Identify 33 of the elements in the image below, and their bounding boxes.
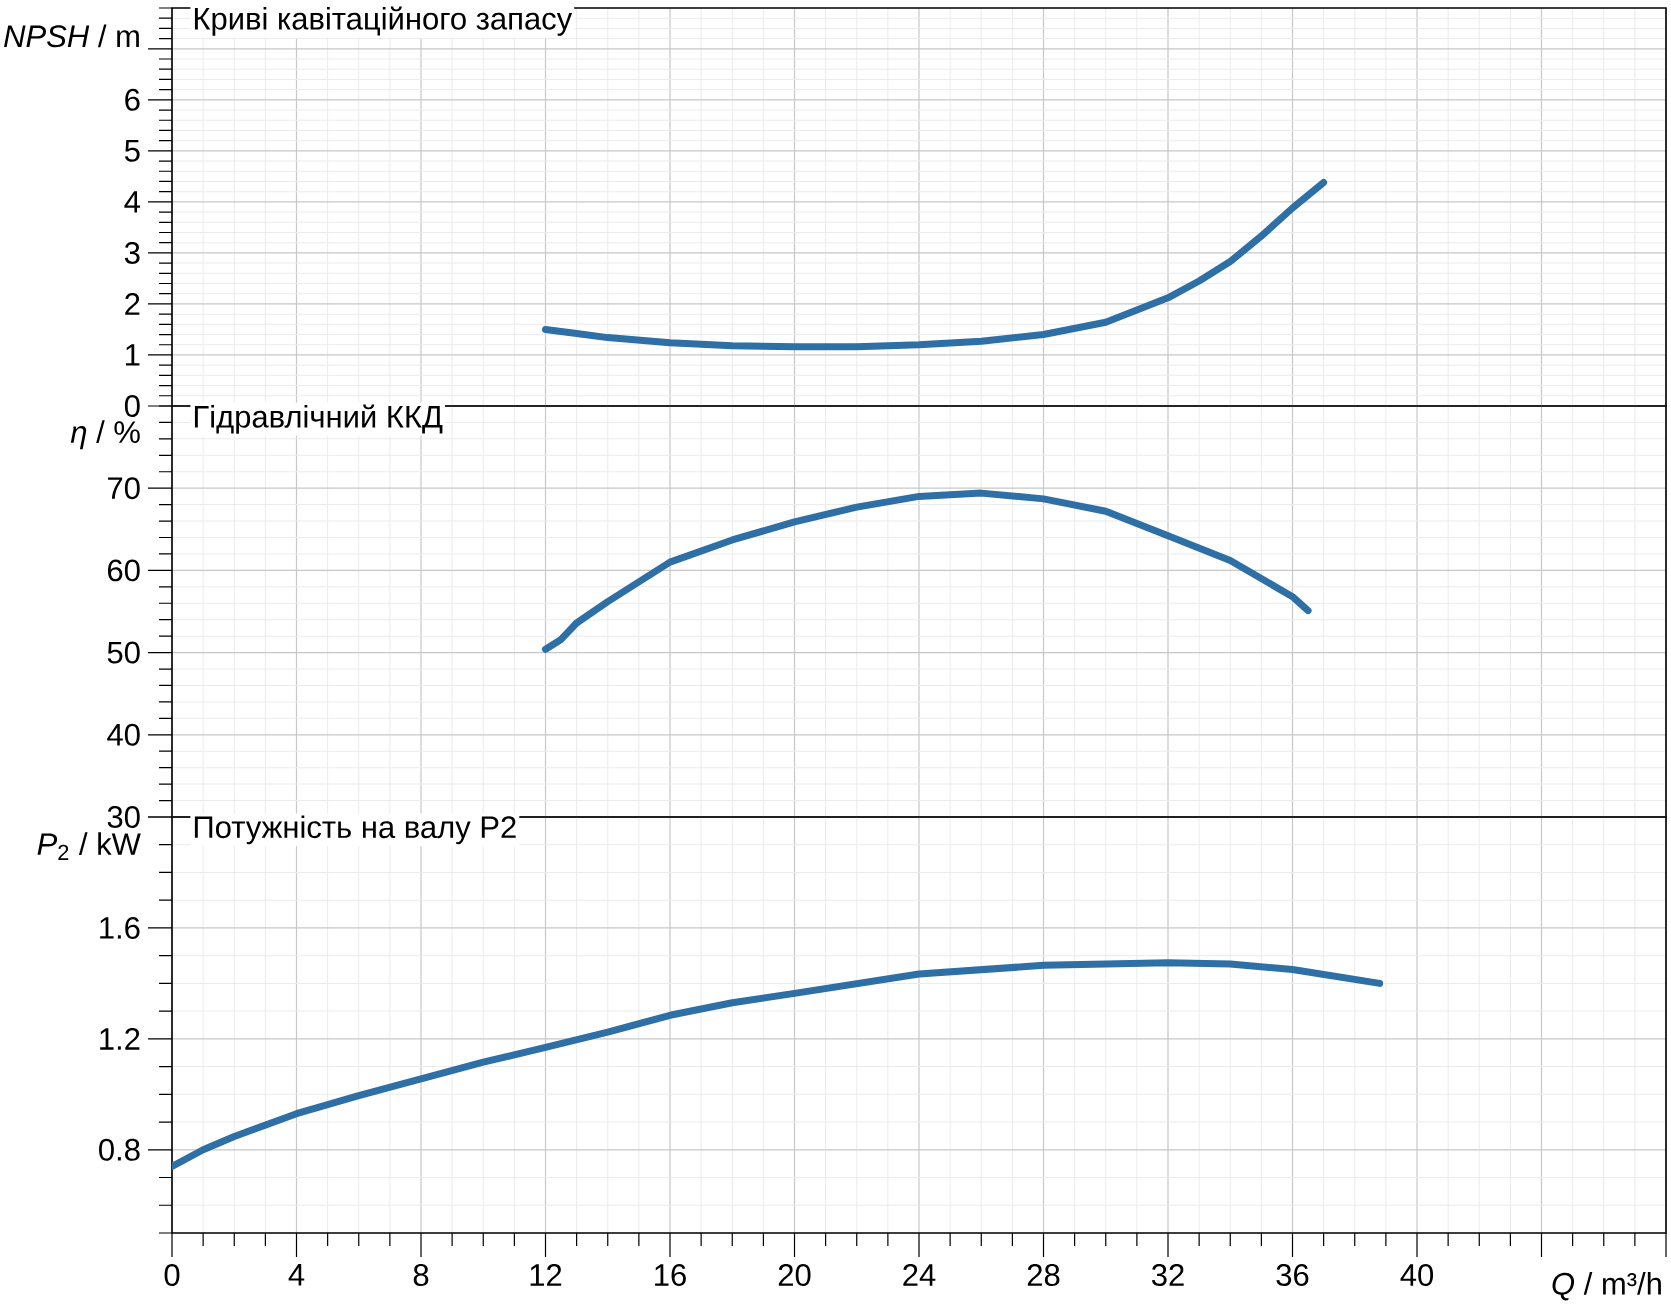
x-tick-label: 4 bbox=[288, 1264, 305, 1286]
y-tick-label: 3 bbox=[124, 241, 140, 264]
y-tick-label: 5 bbox=[124, 140, 140, 162]
y-tick-label: 4 bbox=[124, 191, 141, 213]
x-tick-label: 28 bbox=[1027, 1264, 1060, 1287]
chart-title: Потужність на валу P2 bbox=[194, 815, 516, 845]
x-tick-label: 24 bbox=[903, 1264, 936, 1286]
x-tick-label: 40 bbox=[1400, 1264, 1434, 1287]
y-tick-label: 1.2 bbox=[100, 1028, 140, 1050]
y-axis-title: P$_{2}$ / kW bbox=[37, 832, 141, 860]
x-tick-label: 0 bbox=[164, 1264, 180, 1287]
y-tick-label: 60 bbox=[108, 559, 140, 582]
y-tick-label: 30 bbox=[107, 806, 140, 828]
y-tick-label: 40 bbox=[107, 723, 140, 746]
x-tick-label: 20 bbox=[778, 1264, 811, 1287]
y-tick-label: 0 bbox=[124, 395, 140, 417]
y-tick-label: 1 bbox=[126, 344, 140, 366]
x-tick-label: 36 bbox=[1276, 1264, 1309, 1287]
x-tick-label: 8 bbox=[413, 1264, 429, 1287]
x-tick-label: 32 bbox=[1151, 1264, 1184, 1287]
x-tick-label: 16 bbox=[655, 1264, 686, 1287]
y-tick-label: 0.8 bbox=[99, 1138, 140, 1161]
y-tick-label: 70 bbox=[108, 477, 140, 500]
chart-title: Криві кавітаційного запасу bbox=[194, 6, 573, 36]
y-axis-title: η / % bbox=[70, 420, 140, 450]
x-axis-title: Q / m³/h bbox=[1552, 1272, 1661, 1301]
chart-title: Гідравлічний ККД bbox=[194, 404, 443, 434]
y-axis-title: NPSH / m bbox=[4, 24, 139, 48]
y-tick-label: 50 bbox=[107, 641, 140, 664]
x-tick-label: 12 bbox=[530, 1264, 562, 1286]
y-tick-label: 2 bbox=[125, 293, 140, 315]
y-tick-label: 6 bbox=[125, 88, 140, 111]
y-tick-label: 1.6 bbox=[100, 916, 140, 939]
